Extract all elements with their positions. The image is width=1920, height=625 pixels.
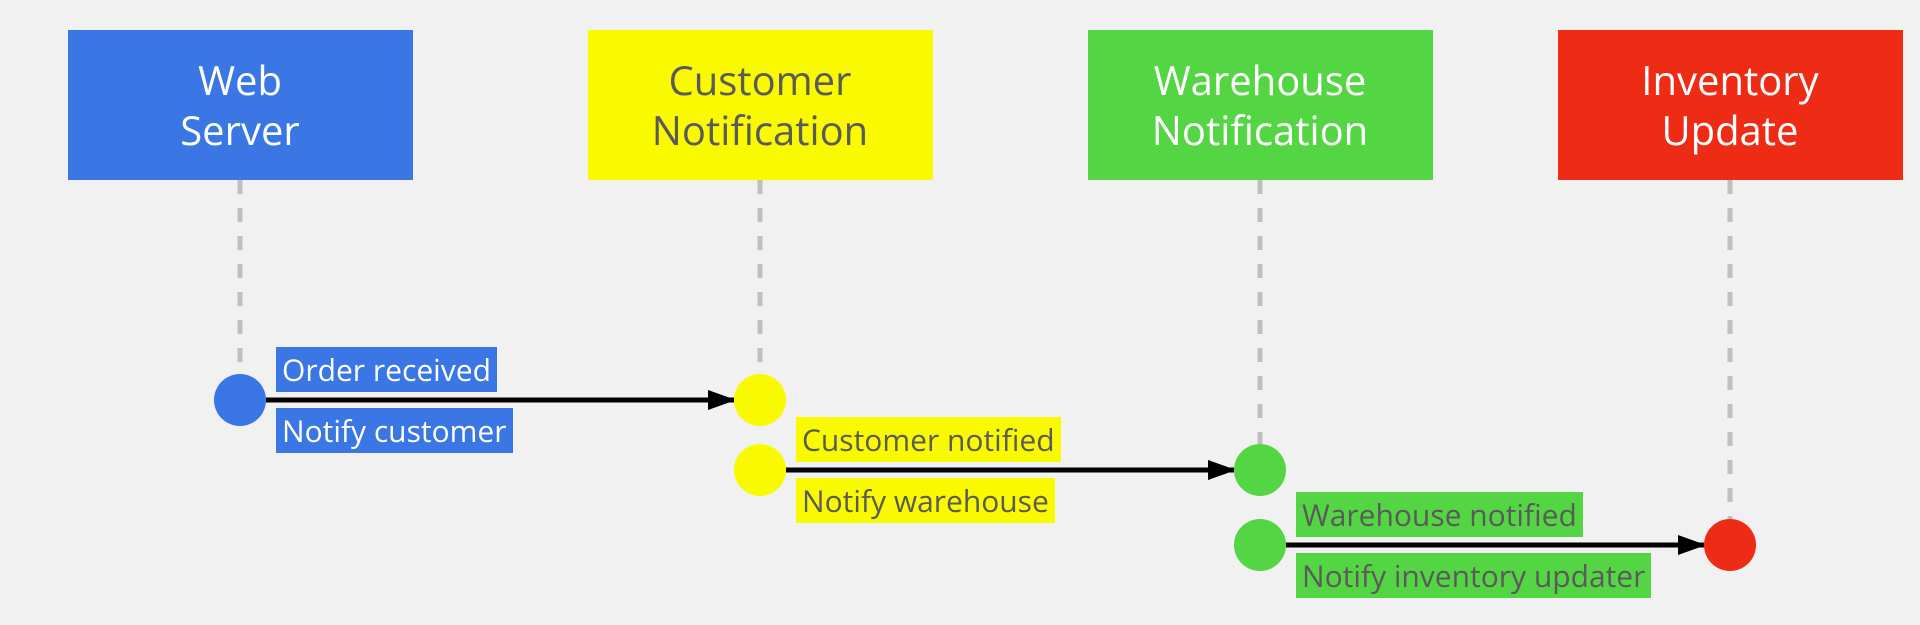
message-dest-circle-2 [1704,519,1756,571]
lane-header-line1: Warehouse [1154,52,1367,107]
message-origin-circle-2 [1234,519,1286,571]
lane-header-inventory-update: InventoryUpdate [1558,30,1903,180]
message-top-label-0: Order received [276,347,497,392]
message-bottom-label-1: Notify warehouse [796,478,1055,523]
message-origin-circle-1 [734,444,786,496]
lane-header-line2: Notification [652,102,868,157]
message-dest-circle-1 [1234,444,1286,496]
message-bottom-label-2: Notify inventory updater [1296,553,1651,598]
lane-header-web-server: WebServer [68,30,413,180]
lane-header-line2: Update [1661,102,1798,157]
lane-header-line1: Customer [669,52,852,107]
lane-header-line1: Web [198,52,282,107]
lane-header-line2: Server [180,102,300,157]
lane-header-warehouse-notification: WarehouseNotification [1088,30,1433,180]
message-dest-circle-0 [734,374,786,426]
message-bottom-label-0: Notify customer [276,408,513,453]
lane-header-line1: Inventory [1641,52,1818,107]
message-top-label-1: Customer notified [796,417,1061,462]
lane-header-line2: Notification [1152,102,1368,157]
message-origin-circle-0 [214,374,266,426]
sequence-diagram: WebServerCustomerNotificationWarehouseNo… [0,0,1920,625]
lane-header-customer-notification: CustomerNotification [588,30,933,180]
message-top-label-2: Warehouse notified [1296,492,1583,537]
